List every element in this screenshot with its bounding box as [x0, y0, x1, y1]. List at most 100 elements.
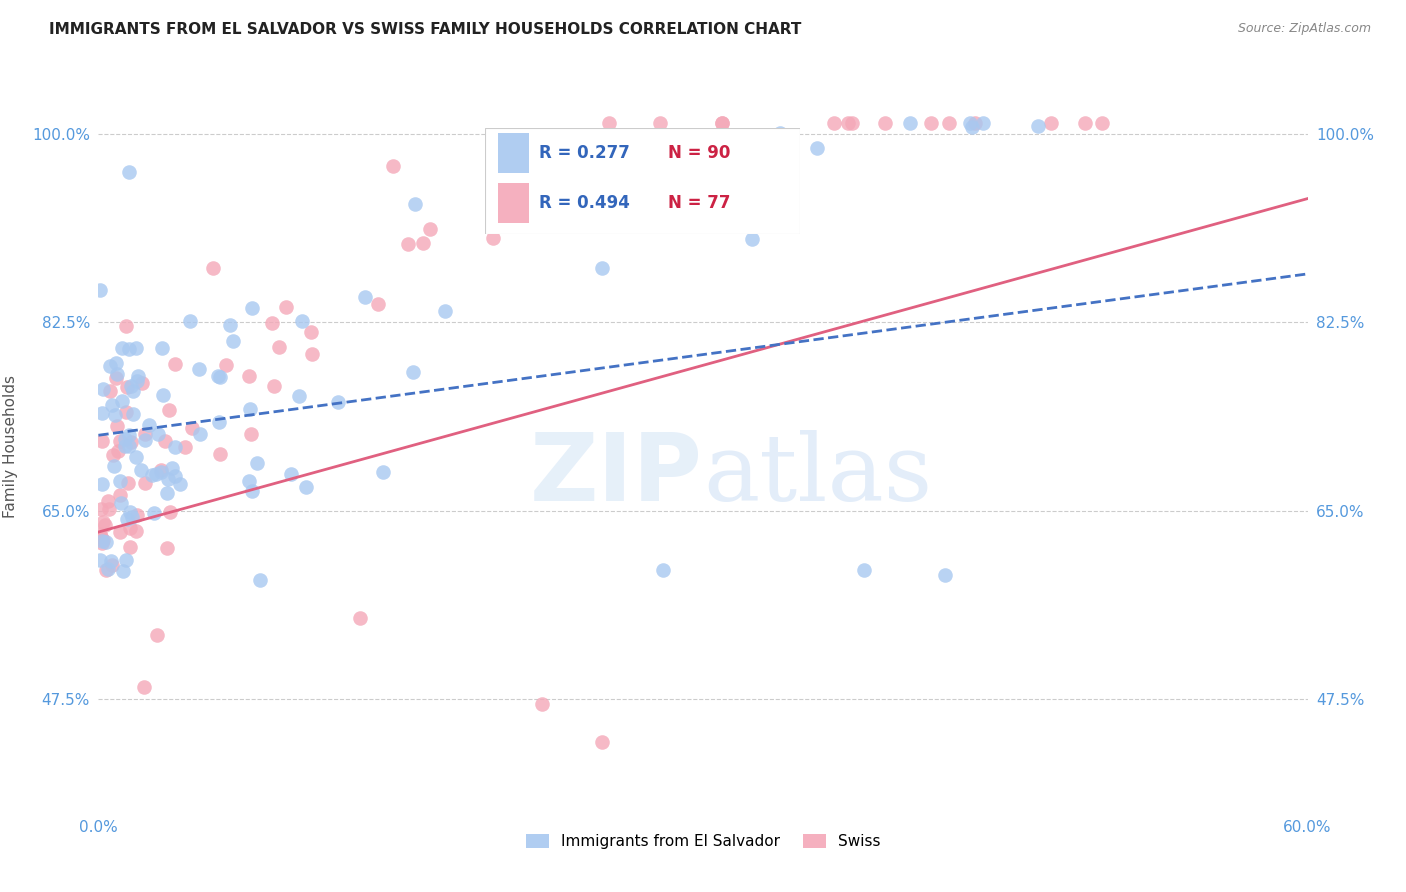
Point [94, 517, 117, 532]
Point [127, 508, 149, 523]
Point [100, 398, 122, 412]
Point [598, 116, 620, 130]
Point [118, 164, 141, 178]
Point [294, 479, 316, 493]
Point [412, 236, 434, 251]
Point [163, 468, 186, 483]
Point [125, 341, 148, 355]
Point [115, 380, 138, 394]
Point [105, 418, 128, 433]
Point [97, 493, 120, 508]
Point [238, 368, 260, 383]
Point [110, 524, 132, 539]
Point [104, 409, 127, 423]
Point [938, 116, 960, 130]
Point [240, 483, 263, 498]
Point [173, 440, 195, 454]
Point [114, 405, 136, 419]
Text: IMMIGRANTS FROM EL SALVADOR VS SWISS FAMILY HOUSEHOLDS CORRELATION CHART: IMMIGRANTS FROM EL SALVADOR VS SWISS FAM… [49, 22, 801, 37]
Point [396, 237, 419, 252]
Point [650, 116, 672, 130]
Point [960, 120, 983, 134]
Point [91, 434, 114, 448]
Point [239, 401, 262, 416]
Point [837, 116, 859, 130]
Point [120, 505, 142, 519]
Point [419, 222, 441, 236]
Point [107, 367, 129, 381]
Point [90, 406, 112, 420]
Point [402, 365, 425, 379]
Point [129, 463, 152, 477]
Point [187, 361, 209, 376]
Point [371, 465, 394, 479]
Point [274, 300, 297, 314]
Point [875, 116, 897, 130]
Point [101, 558, 124, 573]
Point [118, 440, 141, 454]
Point [132, 680, 155, 694]
Point [138, 418, 160, 433]
Point [591, 735, 613, 749]
Point [711, 116, 734, 130]
Point [101, 448, 124, 462]
Point [1026, 120, 1049, 134]
Point [108, 488, 131, 502]
Point [482, 231, 505, 245]
Point [934, 568, 956, 582]
Point [354, 290, 377, 304]
Point [163, 440, 186, 454]
Point [823, 116, 845, 130]
Point [481, 194, 503, 208]
Point [841, 116, 863, 130]
Point [120, 378, 142, 392]
Point [761, 211, 783, 226]
Point [110, 434, 132, 449]
Point [90, 530, 112, 544]
Point [181, 421, 204, 435]
Text: atlas: atlas [703, 430, 932, 520]
Point [741, 232, 763, 246]
Point [240, 301, 263, 316]
Point [208, 446, 231, 460]
Point [769, 126, 792, 140]
Point [114, 432, 136, 446]
Point [111, 564, 134, 578]
Point [156, 541, 179, 555]
Point [91, 382, 114, 396]
Point [98, 359, 121, 373]
Point [127, 368, 149, 383]
Point [207, 369, 229, 384]
Point [898, 116, 921, 130]
Point [246, 456, 269, 470]
Point [149, 465, 172, 479]
Point [215, 359, 238, 373]
Point [201, 261, 224, 276]
Point [104, 371, 127, 385]
Point [122, 407, 145, 421]
Text: Source: ZipAtlas.com: Source: ZipAtlas.com [1237, 22, 1371, 36]
Point [93, 533, 115, 547]
Point [1039, 116, 1062, 130]
Point [152, 341, 174, 355]
Point [118, 540, 141, 554]
Point [93, 515, 115, 529]
Point [118, 427, 141, 442]
Point [222, 334, 245, 348]
Point [103, 459, 125, 474]
Point [118, 521, 141, 535]
Point [89, 283, 111, 297]
Point [806, 141, 828, 155]
Point [143, 506, 166, 520]
Point [125, 524, 148, 538]
Point [91, 476, 114, 491]
Point [149, 463, 172, 477]
Point [651, 563, 673, 577]
Point [530, 697, 553, 711]
Point [920, 116, 942, 130]
Point [433, 304, 456, 318]
Point [269, 340, 291, 354]
Point [249, 574, 271, 588]
Point [122, 384, 145, 398]
Point [111, 393, 134, 408]
